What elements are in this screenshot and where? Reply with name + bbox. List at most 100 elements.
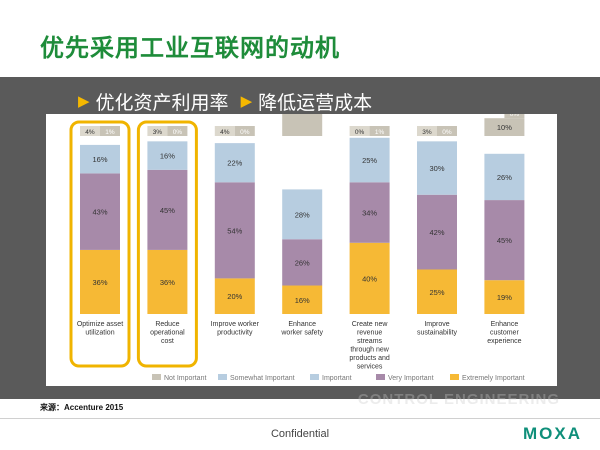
bar-value-label: 10%	[497, 123, 512, 132]
legend-label: Important	[322, 375, 352, 382]
bar-segment	[80, 144, 120, 174]
bar-value-label: 45%	[497, 236, 512, 245]
triangle-bullet-icon: ▶	[240, 92, 253, 110]
category-label: worker safety	[280, 330, 323, 337]
bar-value-label: 0%	[442, 129, 452, 136]
bar-segment	[349, 242, 390, 314]
category-label: cost	[161, 338, 174, 345]
category-label: utilization	[85, 330, 114, 337]
bar-value-label: 19%	[497, 293, 512, 302]
category-label: operational	[150, 330, 185, 337]
triangle-bullet-icon: ▶	[78, 92, 90, 110]
legend-label: Not Important	[164, 375, 206, 382]
bar-value-label: 25%	[362, 156, 377, 165]
bar-segment	[80, 126, 100, 136]
bar-segment	[484, 153, 525, 201]
category-label: services	[357, 364, 383, 371]
watermark: CONTROL ENGINEERING	[357, 391, 560, 408]
bar-value-label: 4%	[85, 129, 95, 136]
bar-value-label: 0%	[355, 129, 365, 136]
category-label: revenue	[357, 330, 382, 337]
bar-segment	[417, 126, 437, 136]
bar-value-label: 22%	[227, 159, 242, 168]
slide-title: 优先采用工业互联网的动机	[40, 34, 340, 62]
bar-segment	[147, 126, 168, 136]
category-label: products and	[349, 355, 390, 362]
bullet-row: ▶ 优化资产利用率 ▶ 降低运营成本	[78, 88, 378, 114]
bar-value-label: 16%	[160, 152, 175, 161]
bar-value-label: 20%	[227, 292, 242, 301]
category-label: productivity	[217, 330, 253, 337]
bar-value-label: 3%	[422, 129, 432, 136]
category-label: Optimize asset	[77, 321, 123, 328]
category-label: Improve worker	[211, 321, 260, 328]
bar-segment	[437, 126, 457, 136]
bar-segment	[167, 126, 188, 136]
bar-value-label: 1%	[375, 129, 385, 136]
chart-panel: 36% 43% 16% 4% 1% Optimize asset utilization 36…	[46, 114, 557, 386]
bar-segment	[100, 126, 120, 136]
bar-segment	[214, 278, 255, 314]
legend-swatch	[450, 374, 459, 380]
bar-segment	[147, 141, 188, 170]
category-label: sustainability	[417, 330, 458, 337]
bar-segment	[417, 269, 457, 314]
legend-label: Somewhat Important	[230, 375, 295, 382]
bar-value-label: 26%	[295, 258, 310, 267]
bar-segment	[147, 249, 188, 314]
bar-value-label: 4%	[220, 129, 230, 136]
bar-value-label: 16%	[92, 155, 107, 164]
legend-label: Very Important	[388, 375, 434, 382]
bar-segment	[234, 126, 255, 136]
bar-segment	[80, 173, 120, 250]
bar-value-label: 28%	[295, 114, 310, 116]
bar-value-label: 34%	[362, 209, 377, 218]
bar-value-label: 42%	[429, 228, 444, 237]
category-label: through new	[350, 347, 389, 354]
category-label: Reduce	[155, 321, 179, 328]
category-label: streams	[357, 338, 382, 345]
bar-segment	[504, 114, 525, 119]
bar-value-label: 54%	[227, 226, 242, 235]
bar-value-label: 0%	[510, 114, 520, 118]
category-label: experience	[487, 338, 521, 345]
bullet-text-asset: 优化资产利用率	[95, 91, 229, 114]
legend-swatch	[218, 374, 227, 380]
bar-segment	[282, 285, 323, 314]
bar-segment	[484, 280, 525, 314]
bar-value-label: 30%	[429, 164, 444, 173]
legend-swatch	[310, 374, 319, 380]
bar-segment	[282, 114, 323, 136]
legend-label: Extremely Important	[462, 375, 525, 382]
bar-segment	[214, 182, 255, 279]
bar-segment	[349, 126, 370, 136]
bar-value-label: 25%	[429, 288, 444, 297]
bar-segment	[147, 169, 188, 250]
bar-segment	[417, 141, 457, 195]
bar-segment	[282, 189, 323, 240]
highlight-box	[136, 120, 198, 368]
bar-segment	[484, 200, 525, 281]
bar-value-label: 16%	[295, 296, 310, 305]
bar-value-label: 40%	[362, 274, 377, 283]
bar-value-label: 3%	[153, 129, 163, 136]
bar-value-label: 1%	[105, 129, 115, 136]
bullet-text-cost: 降低运营成本	[258, 91, 373, 114]
bar-segment	[214, 143, 255, 183]
bar-value-label: 0%	[173, 129, 183, 136]
moxa-logo: MOXA	[523, 424, 582, 443]
legend-swatch	[376, 374, 385, 380]
source-note: 来源：Accenture 2015	[40, 403, 124, 412]
bar-value-label: 28%	[295, 210, 310, 219]
category-label: Enhance	[491, 321, 519, 328]
highlight-box	[69, 120, 131, 368]
bar-segment	[80, 249, 120, 314]
category-label: Enhance	[288, 321, 316, 328]
bar-value-label: 26%	[497, 173, 512, 182]
category-label: Create new	[352, 321, 389, 328]
bar-value-label: 0%	[240, 129, 250, 136]
bar-value-label: 36%	[160, 278, 175, 287]
footer-divider	[0, 418, 600, 419]
category-label: customer	[490, 330, 519, 337]
bar-segment	[282, 239, 323, 286]
